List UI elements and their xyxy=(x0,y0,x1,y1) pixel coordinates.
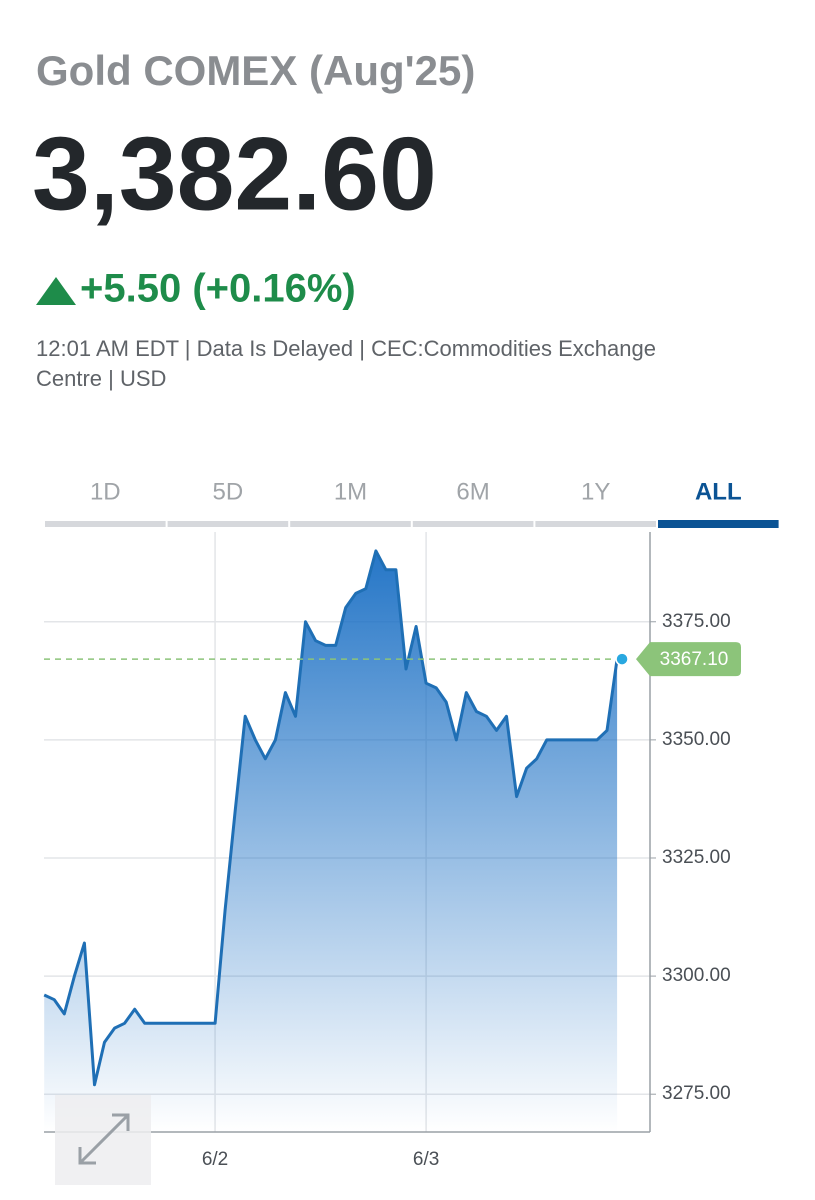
area xyxy=(44,550,618,1132)
tab-label: 1D xyxy=(90,478,121,505)
tab[interactable] xyxy=(534,470,657,520)
y-tick-label: 3375.00 xyxy=(662,611,731,632)
tab-underline xyxy=(535,521,656,527)
y-tick-label: 3275.00 xyxy=(662,1083,731,1104)
info: Centre | USD xyxy=(36,366,166,391)
tab[interactable] xyxy=(657,470,780,520)
tab-label: 5D xyxy=(213,478,244,505)
expand-icon xyxy=(78,1113,130,1165)
tab-label: 6M xyxy=(456,478,489,505)
y-tick-label: 3350.00 xyxy=(662,729,731,750)
x-tick-label: 6/3 xyxy=(413,1149,439,1170)
tab-label: 1M xyxy=(334,478,367,505)
tab-underline xyxy=(290,521,411,527)
price-tag xyxy=(636,642,741,677)
plot: 3275.00 3300.00 3325.00 3350.00 3375.00 6/2 6/… xyxy=(43,532,741,1170)
x-tick-label: 6/2 xyxy=(202,1149,228,1170)
tab[interactable] xyxy=(166,470,290,520)
up-arrow xyxy=(36,277,76,305)
tab[interactable] xyxy=(44,470,167,520)
line xyxy=(43,549,619,1087)
y-tick-label: 3300.00 xyxy=(662,965,731,986)
last-point xyxy=(615,652,629,666)
tab-underline xyxy=(658,520,779,528)
change: +5.50 (+0.16%) xyxy=(80,267,356,311)
info: 12:01 AM EDT | Data Is Delayed | CEC:Com… xyxy=(36,336,656,361)
tab-underline xyxy=(45,521,166,527)
tab-underline xyxy=(412,521,534,527)
tab-underline xyxy=(167,521,289,527)
title: Gold COMEX (Aug'25) xyxy=(36,47,475,94)
tab[interactable] xyxy=(289,470,412,520)
tab-label: 1Y xyxy=(581,478,610,505)
tabs: 1D 5D 1M 6M 1Y ALL xyxy=(44,470,780,528)
tab[interactable] xyxy=(411,470,535,520)
y-tick-label: 3325.00 xyxy=(662,847,731,868)
tab-label: ALL xyxy=(695,478,742,505)
price: 3,382.60 xyxy=(32,116,437,232)
price-tag-label: 3367.10 xyxy=(660,649,729,670)
